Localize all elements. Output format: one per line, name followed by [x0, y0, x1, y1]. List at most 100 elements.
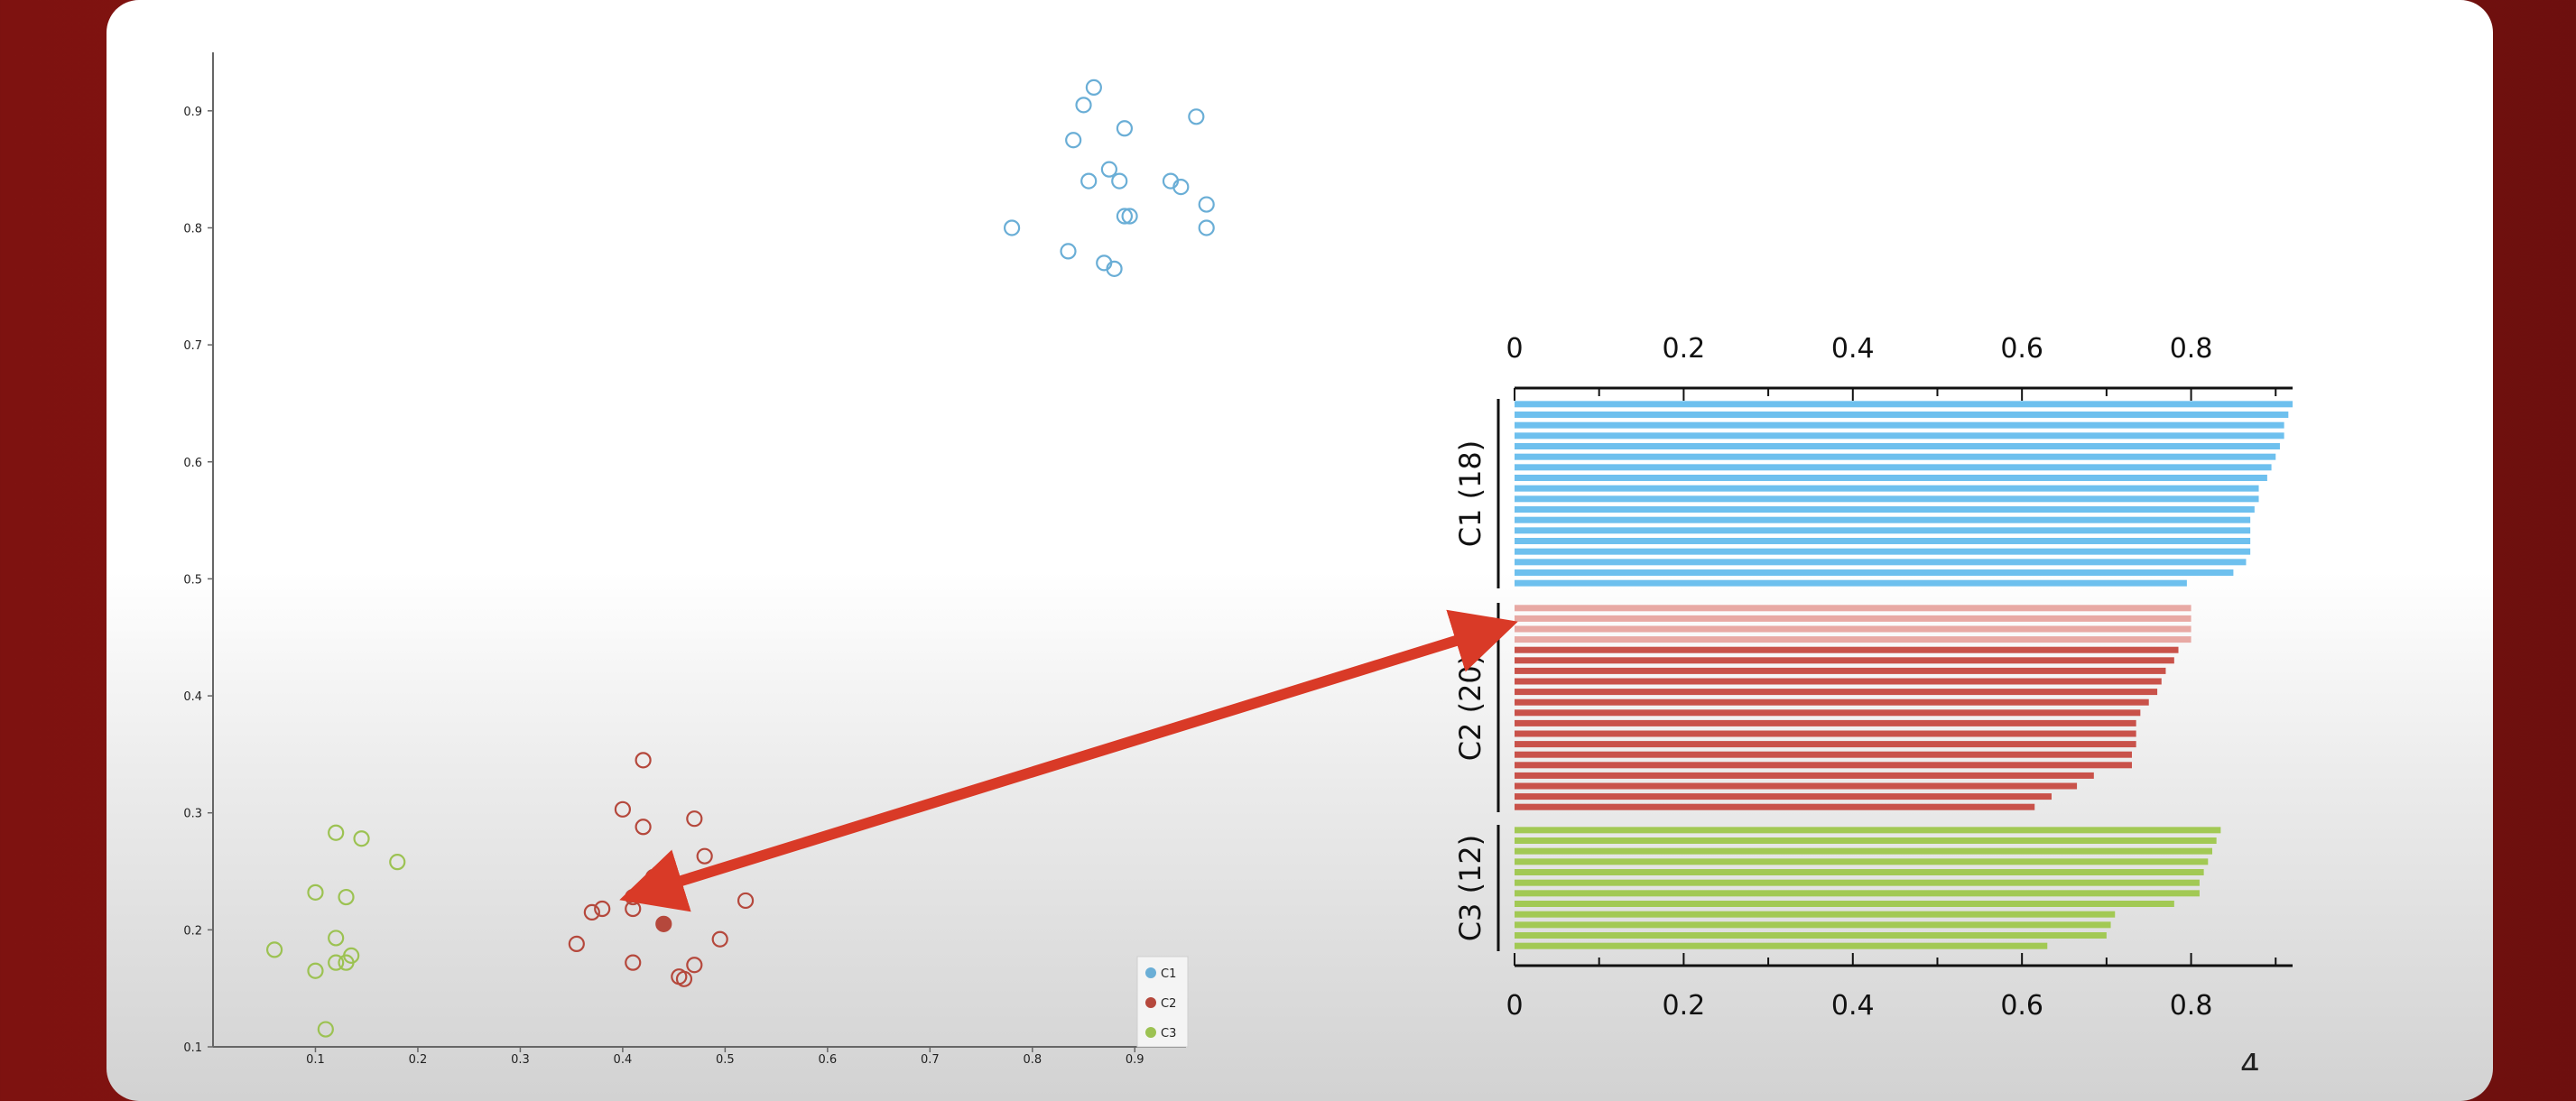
bar-c1 [1515, 538, 2251, 544]
scatter-point-c1 [1106, 260, 1123, 277]
bar-c1 [1515, 579, 2187, 587]
scatter-point-c2 [655, 915, 672, 932]
bar-c1 [1515, 453, 2276, 460]
bar-c1 [1515, 412, 2289, 418]
scatter-x-tick-label: 0.8 [1023, 1053, 1042, 1067]
bar-c2 [1515, 667, 2166, 674]
bar-c2 [1515, 678, 2162, 685]
scatter-point-c1 [1198, 196, 1215, 213]
scatter-point-c2 [614, 800, 631, 818]
bar-bottom-tick-label: 0 [1506, 990, 1523, 1022]
scatter-point-c2 [696, 847, 713, 865]
chart-canvas: 0.10.20.30.40.50.60.70.80.90.1 0.2 0.3 0.4 0… [183, 52, 2293, 1070]
scatter-y-tick-label: 0.7 [183, 339, 202, 353]
scatter-point-c1 [1080, 172, 1098, 190]
bar-c3 [1515, 837, 2217, 844]
bar-c2 [1515, 646, 2179, 653]
bar-c2 [1515, 615, 2191, 622]
bar-c2 [1515, 782, 2078, 790]
scatter-point-c1 [1100, 161, 1117, 178]
bar-c1 [1515, 506, 2255, 513]
bar-c2 [1515, 741, 2136, 748]
bar-c1 [1515, 443, 2280, 449]
scatter-x-tick-label: 0.7 [921, 1053, 940, 1067]
scatter-point-c2 [625, 954, 642, 971]
scatter-point-c3 [307, 962, 324, 979]
bar-c2 [1515, 803, 2035, 810]
scatter-point-c2 [594, 900, 611, 918]
bar-c1 [1515, 548, 2251, 555]
scatter-x-tick-label: 0.4 [614, 1053, 633, 1067]
bar-c1 [1515, 432, 2284, 439]
scatter-point-c3 [307, 884, 324, 901]
legend-swatch-c2 [1145, 997, 1156, 1008]
bar-c1 [1515, 569, 2234, 576]
scatter-point-c1 [1065, 132, 1082, 149]
scatter-x-tick-label: 0.3 [511, 1053, 530, 1067]
bar-c3 [1515, 827, 2221, 834]
bar-c2 [1515, 689, 2158, 696]
scatter-plot: 0.1 0.2 0.3 0.4 0.5 0.6 0.7 0.8 0.9 0.1 0.2 0.3 0.4 0… [183, 52, 1215, 1067]
scatter-y-tick-label: 0.5 [183, 573, 202, 587]
bar-group-label: C3 (12) [1453, 835, 1487, 942]
bar-c3 [1515, 911, 2116, 918]
scatter-point-c2 [650, 865, 667, 883]
scatter-y-tick-label: 0.9 [183, 106, 202, 119]
scatter-y-tick-label: 0.8 [183, 222, 202, 236]
scatter-point-c2 [568, 935, 585, 953]
bar-c1 [1515, 485, 2259, 492]
scatter-point-c3 [338, 954, 355, 971]
scatter-point-c2 [583, 903, 600, 921]
bar-c2 [1515, 699, 2149, 706]
scatter-x-tick-label: 0.5 [716, 1053, 735, 1067]
bar-c2 [1515, 730, 2136, 737]
bar-c1 [1515, 401, 2293, 408]
scatter-x-tick-label: 0.9 [1126, 1053, 1144, 1067]
scatter-y-tick-label: 0.3 [183, 808, 202, 821]
bar-c1 [1515, 527, 2251, 534]
scatter-point-c1 [1075, 97, 1092, 114]
connector-arrow [619, 609, 1518, 912]
scatter-point-c1 [1116, 120, 1134, 137]
scatter-point-c2 [675, 970, 693, 987]
scatter-point-c2 [737, 892, 755, 910]
bar-chart: 0 0 0.2 0.2 0.4 0.4 0.6 0.6 0.8 0.8 C1 (18) C2 (20)… [1453, 333, 2293, 1022]
bar-c2 [1515, 719, 2136, 726]
scatter-point-c3 [317, 1021, 334, 1038]
bar-c1 [1515, 495, 2259, 503]
scatter-point-c3 [389, 854, 406, 871]
bar-c2 [1515, 709, 2141, 717]
bar-c3 [1515, 932, 2107, 939]
bar-c3 [1515, 901, 2174, 907]
scatter-point-c3 [338, 888, 355, 906]
scatter-point-c1 [1085, 79, 1102, 96]
bar-bottom-tick-label: 0.4 [1831, 990, 1875, 1022]
bar-c1 [1515, 421, 2284, 429]
legend-label-c2: C2 [1161, 997, 1176, 1011]
scatter-y-tick-label: 0.6 [183, 457, 202, 470]
scatter-point-c2 [686, 957, 703, 974]
bar-c1 [1515, 464, 2272, 471]
scatter-point-c2 [711, 930, 728, 948]
scatter-point-c2 [635, 819, 652, 836]
bar-c3 [1515, 869, 2204, 875]
bar-top-tick-label: 0.8 [2170, 333, 2213, 365]
scatter-point-c3 [328, 954, 345, 971]
bar-group-label: C2 (20) [1453, 654, 1487, 762]
scatter-point-c1 [1003, 219, 1021, 236]
scatter-point-c1 [1116, 208, 1134, 225]
bar-c3 [1515, 879, 2200, 886]
scatter-point-c3 [328, 930, 345, 947]
bar-c2 [1515, 793, 2052, 800]
bar-c2 [1515, 625, 2191, 633]
scatter-y-tick-label: 0.2 [183, 924, 202, 938]
legend-label-c1: C1 [1161, 967, 1176, 981]
bar-c3 [1515, 858, 2209, 865]
bar-bottom-tick-label: 0.6 [2000, 990, 2043, 1022]
bar-c3 [1515, 847, 2212, 855]
bar-top-tick-label: 0.4 [1831, 333, 1875, 365]
bar-c2 [1515, 605, 2191, 612]
scatter-point-c3 [265, 941, 283, 958]
bar-bottom-tick-label: 0.2 [1663, 990, 1706, 1022]
scatter-point-c3 [328, 824, 345, 841]
